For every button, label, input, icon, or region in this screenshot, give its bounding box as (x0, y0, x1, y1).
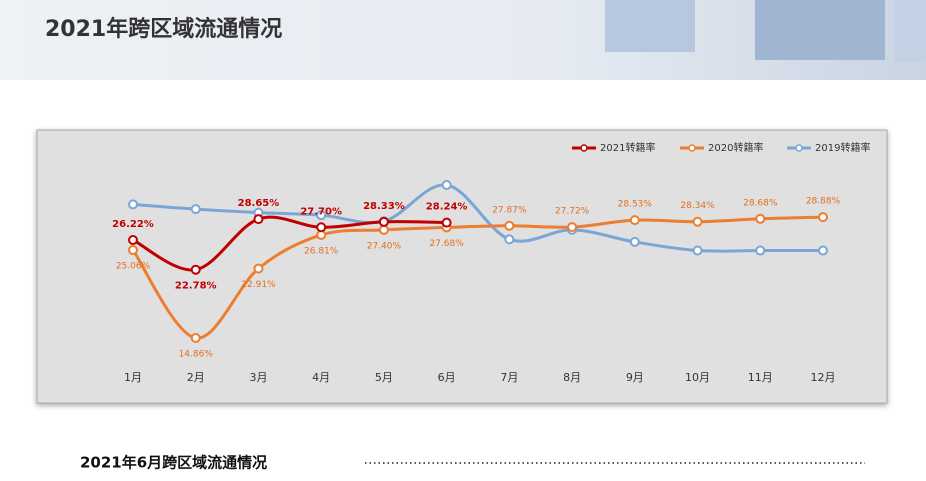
x-tick-label: 7月 (500, 371, 518, 384)
data-label: 26.22% (112, 219, 154, 230)
page-title: 2021年跨区域流通情况 (45, 16, 282, 42)
point (504, 234, 515, 245)
point (755, 245, 766, 256)
decor-cube (605, 0, 695, 52)
data-label: 22.91% (241, 280, 276, 290)
data-label: 28.65% (238, 198, 280, 209)
legend-label: 2021转籍率 (600, 141, 655, 154)
data-label: 25.06% (116, 262, 151, 272)
point (567, 222, 578, 233)
point (253, 214, 264, 225)
point (629, 236, 640, 247)
data-label: 27.87% (492, 205, 527, 215)
decor-cube (895, 0, 926, 62)
point (378, 224, 389, 235)
point (128, 245, 138, 256)
legend-label: 2019转籍率 (815, 141, 870, 154)
data-label: 27.68% (429, 239, 464, 249)
point (818, 212, 828, 223)
point (378, 216, 389, 227)
x-tick-label: 6月 (438, 371, 456, 384)
point (190, 333, 201, 343)
x-tick-label: 11月 (748, 371, 773, 384)
x-tick-label: 8月 (563, 371, 581, 384)
x-tick-label: 5月 (375, 371, 393, 384)
data-label: 27.70% (300, 206, 342, 217)
point (755, 213, 766, 224)
data-label: 26.81% (304, 246, 339, 256)
data-label: 28.88% (806, 197, 841, 207)
chart-area (36, 129, 888, 404)
data-label: 14.86% (179, 350, 214, 360)
point (128, 199, 138, 210)
plot: 1月 2月 3月 4月 5月 6月 7月 8月 9月 10月 11月 12月 25.06% 14.86% 2… (112, 141, 870, 384)
data-label: 28.24% (426, 202, 468, 213)
section-title: 2021年6月跨区域流通情况 (80, 454, 267, 472)
point (253, 263, 264, 274)
x-tick-label: 3月 (249, 371, 267, 384)
point (629, 215, 640, 226)
data-label: 28.34% (680, 201, 715, 211)
legend-marker (580, 144, 588, 152)
point (316, 222, 327, 233)
point (441, 180, 452, 190)
point (692, 216, 703, 227)
data-label: 28.33% (363, 201, 405, 212)
x-tick-label: 12月 (811, 371, 836, 384)
point (441, 217, 452, 228)
x-tick-label: 4月 (312, 371, 330, 384)
data-label: 27.72% (555, 207, 590, 217)
point (190, 264, 201, 275)
legend-label: 2020转籍率 (708, 141, 763, 154)
point (316, 210, 327, 221)
legend-marker (795, 144, 803, 152)
point (128, 235, 138, 246)
data-label: 27.40% (367, 241, 402, 251)
x-tick-label: 9月 (626, 371, 644, 384)
data-label: 28.68% (743, 198, 778, 208)
x-tick-label: 1月 (124, 371, 142, 384)
point (818, 245, 828, 256)
legend-marker (688, 144, 696, 152)
data-label: 28.53% (618, 200, 653, 210)
x-tick-label: 2月 (187, 371, 205, 384)
point (190, 204, 201, 215)
x-tick-label: 10月 (685, 371, 710, 384)
decor-cube (755, 0, 885, 60)
point (692, 245, 703, 256)
point (504, 220, 515, 231)
data-label: 22.78% (175, 281, 217, 292)
